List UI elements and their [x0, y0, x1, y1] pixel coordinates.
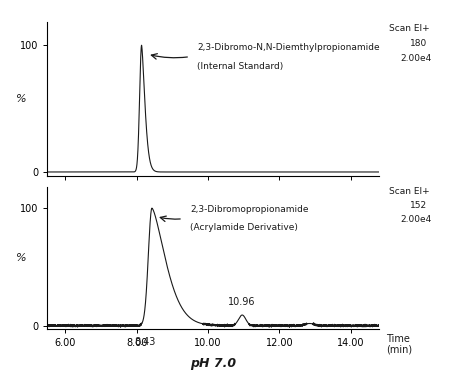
Text: %: %: [16, 94, 26, 104]
Text: 8.14: 8.14: [126, 187, 147, 197]
Text: Time: Time: [386, 334, 410, 344]
Text: Scan EI+: Scan EI+: [389, 187, 429, 196]
Text: pH 7.0: pH 7.0: [190, 357, 237, 370]
Text: (min): (min): [386, 344, 412, 354]
Text: %: %: [16, 253, 26, 263]
Text: 10.96: 10.96: [228, 297, 256, 307]
Text: Scan EI+: Scan EI+: [389, 24, 429, 33]
Text: 2.00e4: 2.00e4: [401, 215, 432, 224]
Text: 180: 180: [410, 39, 427, 48]
Text: 2.00e4: 2.00e4: [401, 54, 432, 63]
Text: (Internal Standard): (Internal Standard): [197, 62, 283, 71]
Text: 152: 152: [410, 201, 427, 210]
Text: 2,3-Dibromo-N,N-Diemthylpropionamide: 2,3-Dibromo-N,N-Diemthylpropionamide: [197, 43, 380, 52]
Text: 8.43: 8.43: [134, 337, 155, 347]
Text: 2,3-Dibromopropionamide: 2,3-Dibromopropionamide: [190, 205, 309, 214]
Text: (Acrylamide Derivative): (Acrylamide Derivative): [190, 223, 298, 232]
